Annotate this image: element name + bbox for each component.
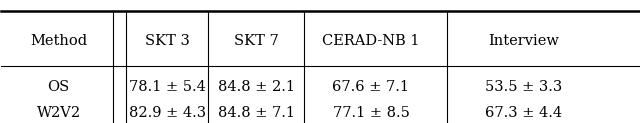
Text: W2V2: W2V2 (36, 106, 81, 120)
Text: SKT 7: SKT 7 (234, 34, 278, 48)
Text: 78.1 ± 5.4: 78.1 ± 5.4 (129, 80, 205, 94)
Text: 67.3 ± 4.4: 67.3 ± 4.4 (485, 106, 563, 120)
Text: Method: Method (30, 34, 87, 48)
Text: 84.8 ± 2.1: 84.8 ± 2.1 (218, 80, 295, 94)
Text: 67.6 ± 7.1: 67.6 ± 7.1 (332, 80, 410, 94)
Text: CERAD-NB 1: CERAD-NB 1 (322, 34, 420, 48)
Text: 53.5 ± 3.3: 53.5 ± 3.3 (485, 80, 563, 94)
Text: 77.1 ± 8.5: 77.1 ± 8.5 (333, 106, 410, 120)
Text: 84.8 ± 7.1: 84.8 ± 7.1 (218, 106, 295, 120)
Text: SKT 3: SKT 3 (145, 34, 189, 48)
Text: Interview: Interview (488, 34, 559, 48)
Text: 82.9 ± 4.3: 82.9 ± 4.3 (129, 106, 205, 120)
Text: OS: OS (47, 80, 70, 94)
